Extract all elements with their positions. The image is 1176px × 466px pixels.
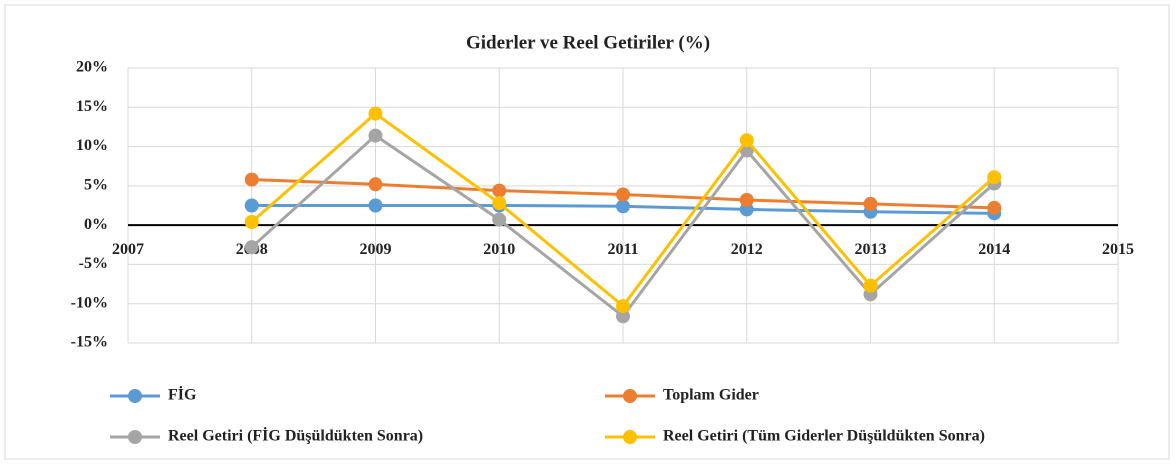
data-point — [368, 177, 383, 192]
data-point — [987, 200, 1002, 215]
legend-label: Toplam Gider — [663, 387, 759, 404]
legend-label: Reel Getiri (FİG Düşüldükten Sonra) — [168, 426, 423, 445]
data-point — [739, 193, 754, 207]
data-point — [616, 199, 630, 214]
data-point — [863, 278, 878, 293]
legend-marker — [623, 389, 637, 403]
x-tick-label: 2015 — [1102, 241, 1134, 258]
data-point — [739, 133, 754, 148]
x-tick-label: 2009 — [360, 241, 392, 258]
y-tick-label: 15% — [76, 98, 108, 115]
chart-title: Giderler ve Reel Getiriler (%) — [466, 32, 710, 53]
x-tick-label: 2011 — [607, 241, 638, 258]
y-tick-label: -10% — [71, 294, 108, 311]
data-point — [244, 240, 259, 255]
y-tick-label: -15% — [71, 334, 108, 351]
data-point — [244, 215, 259, 229]
x-tick-label: 2012 — [731, 241, 763, 258]
legend-marker — [128, 389, 142, 403]
chart-frame — [4, 4, 1170, 460]
x-tick-label: 2007 — [112, 241, 144, 258]
data-point — [368, 106, 383, 121]
data-point — [492, 212, 507, 227]
x-tick-label: 2013 — [855, 241, 887, 258]
legend-marker — [128, 430, 142, 444]
y-tick-label: 5% — [84, 177, 108, 194]
data-point — [616, 309, 630, 324]
x-tick-label: 2014 — [978, 241, 1010, 258]
data-point — [368, 198, 383, 213]
y-tick-label: 20% — [76, 59, 108, 76]
y-tick-label: -5% — [79, 255, 108, 272]
legend-label: FİG — [168, 385, 197, 404]
legend-label: Reel Getiri (Tüm Giderler Düşüldükten So… — [663, 428, 985, 445]
data-point — [492, 196, 507, 211]
x-tick-label: 2010 — [483, 241, 515, 258]
y-tick-label: 10% — [76, 137, 108, 154]
data-point — [368, 128, 383, 143]
data-point — [492, 183, 507, 198]
data-point — [616, 299, 630, 314]
data-point — [616, 187, 630, 202]
y-tick-label: 0% — [84, 216, 108, 233]
data-point — [863, 196, 878, 211]
data-point — [244, 172, 259, 187]
data-point — [987, 170, 1002, 185]
legend-marker — [623, 430, 637, 444]
data-point — [244, 198, 259, 213]
